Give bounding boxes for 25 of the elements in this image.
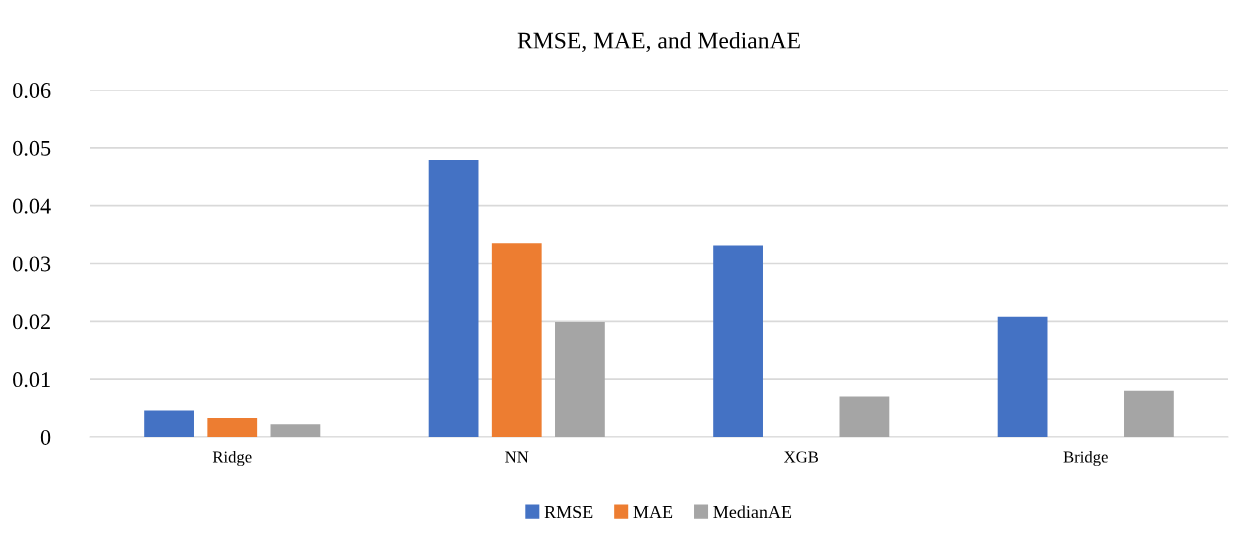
chart-title: RMSE, MAE, and MedianAE <box>517 31 800 52</box>
y-tick-label: 0.06 <box>13 82 51 99</box>
bar <box>713 245 763 437</box>
y-tick-label: 0.05 <box>13 140 51 156</box>
bar <box>997 316 1048 437</box>
y-tick-label: 0.01 <box>13 372 50 388</box>
bar <box>1124 390 1174 437</box>
y-tick-label: 0.03 <box>13 256 51 272</box>
bar <box>144 410 194 437</box>
y-tick-label: 0.04 <box>13 198 51 214</box>
bar <box>555 321 605 437</box>
bar <box>491 243 542 437</box>
x-tick-label: XGB <box>784 451 819 463</box>
x-tick-label: NN <box>505 451 529 463</box>
bar <box>270 424 321 437</box>
y-tick-label: 0.02 <box>13 314 50 330</box>
legend-label: MAE <box>633 506 673 518</box>
bar <box>428 159 479 437</box>
bar <box>207 417 258 437</box>
y-tick-label: 0 <box>40 429 51 445</box>
legend-label: RMSE <box>544 505 593 519</box>
x-tick-label: Bridge <box>1063 450 1108 467</box>
legend-label: MedianAE <box>713 505 792 519</box>
x-tick-label: Ridge <box>212 450 252 467</box>
bar <box>839 396 890 437</box>
